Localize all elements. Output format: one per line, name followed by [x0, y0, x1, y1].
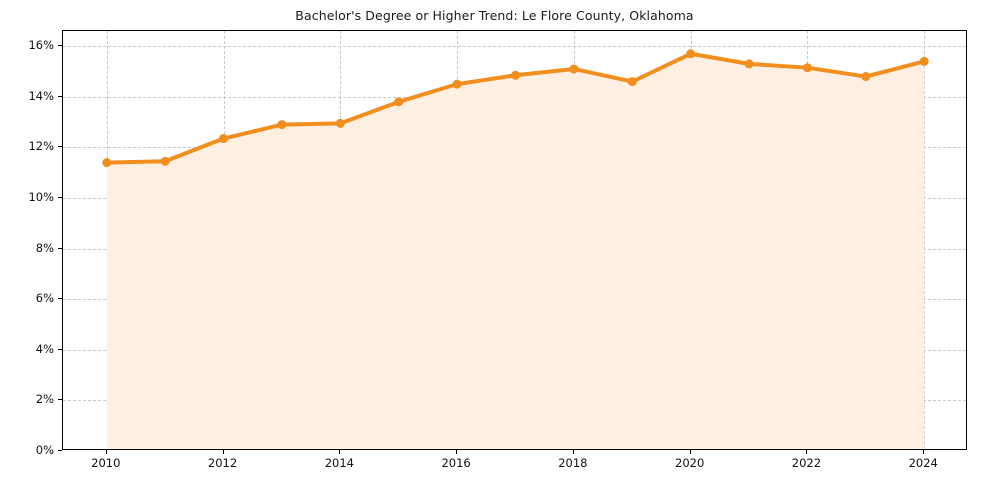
y-tick-label: 12% — [28, 139, 54, 154]
x-tick-mark — [339, 450, 341, 454]
gridline-vertical — [924, 31, 926, 449]
x-tick-mark — [689, 450, 691, 454]
x-tick-mark — [222, 450, 224, 454]
data-point-markers — [102, 49, 929, 168]
x-tick-mark — [806, 450, 808, 454]
data-point-2017 — [511, 70, 520, 80]
data-point-2021 — [744, 59, 754, 69]
y-tick-label: 4% — [35, 341, 54, 356]
x-tick-mark — [456, 450, 458, 454]
x-tick-label: 2014 — [324, 456, 354, 470]
data-point-2020 — [686, 49, 696, 59]
x-tick-label: 2024 — [908, 456, 938, 470]
data-point-2010 — [102, 158, 112, 168]
y-tick-label: 16% — [28, 38, 54, 53]
y-tick-label: 2% — [35, 392, 54, 407]
x-tick-label: 2018 — [558, 456, 588, 470]
y-tick-mark — [58, 450, 62, 451]
area-fill — [106, 53, 925, 449]
data-point-2022 — [802, 63, 812, 73]
x-tick-label: 2020 — [675, 456, 705, 470]
x-tick-label: 2022 — [791, 456, 822, 470]
plot-area — [62, 30, 967, 450]
x-tick-mark — [572, 450, 574, 454]
data-point-2013 — [277, 120, 287, 130]
y-tick-label: 8% — [35, 240, 54, 255]
y-tick-label: 10% — [28, 189, 54, 204]
data-point-2011 — [160, 156, 170, 166]
data-point-2012 — [219, 134, 229, 144]
series-area-line — [102, 49, 929, 449]
y-tick-label: 6% — [35, 291, 54, 306]
data-point-2024 — [919, 56, 929, 66]
y-tick-label: 14% — [28, 88, 54, 103]
x-tick-mark — [923, 450, 925, 454]
data-point-2019 — [627, 77, 637, 87]
chart-title: Bachelor's Degree or Higher Trend: Le Fl… — [295, 8, 694, 23]
data-point-2015 — [394, 97, 404, 107]
x-tick-label: 2016 — [441, 456, 471, 470]
data-point-2023 — [861, 72, 871, 82]
data-point-2018 — [569, 64, 579, 74]
x-tick-label: 2010 — [91, 456, 121, 470]
x-tick-mark — [105, 450, 107, 454]
y-tick-label: 0% — [35, 443, 54, 457]
data-point-2014 — [335, 118, 345, 128]
data-point-2016 — [452, 79, 462, 89]
x-tick-label: 2012 — [207, 456, 238, 470]
gridline-horizontal — [63, 46, 966, 48]
